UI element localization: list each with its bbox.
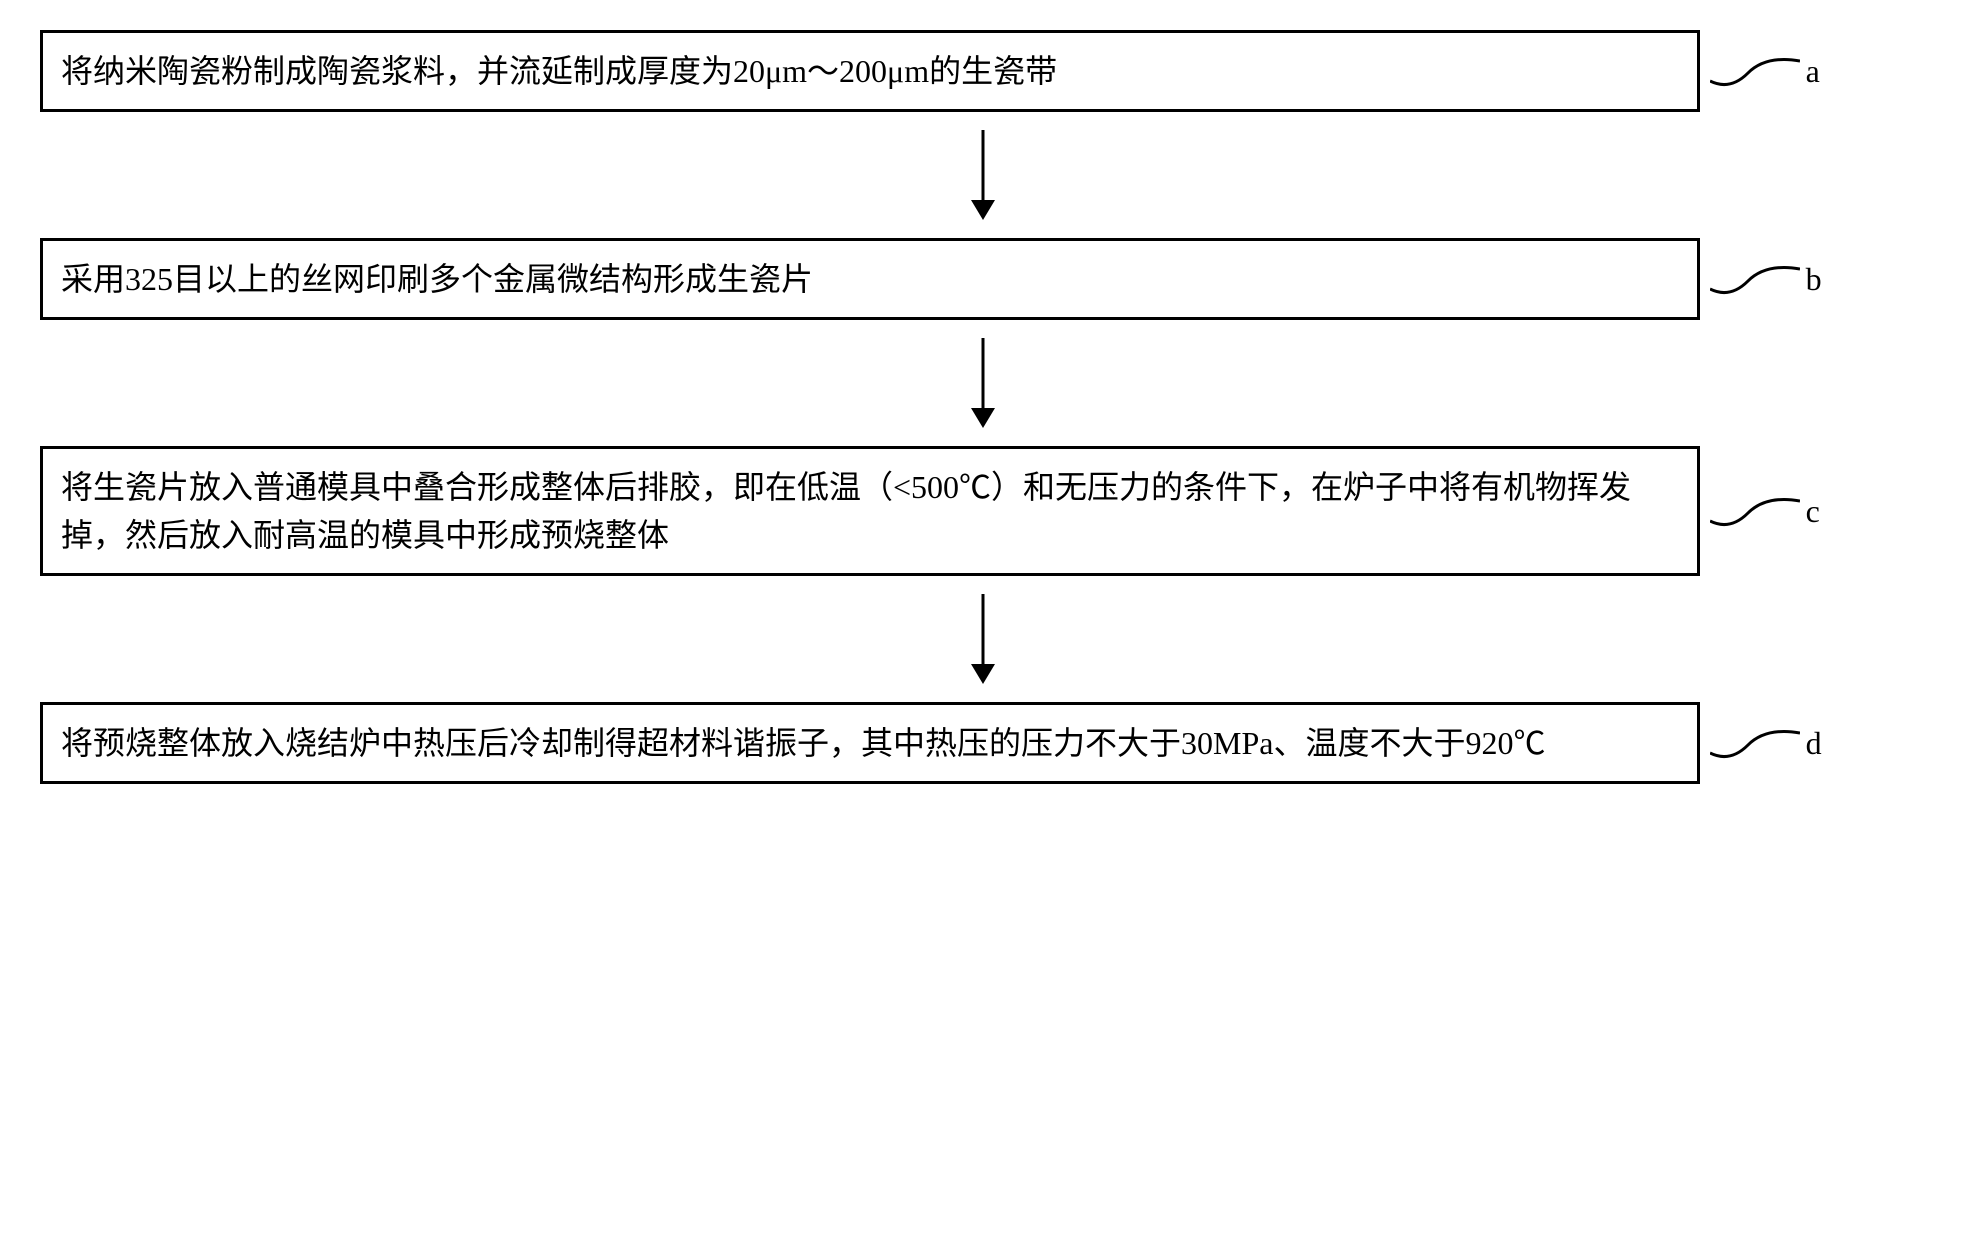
step-box-b: 采用325目以上的丝网印刷多个金属微结构形成生瓷片 — [40, 238, 1700, 320]
flow-row: 将纳米陶瓷粉制成陶瓷浆料，并流延制成厚度为20μm～200μm的生瓷带 a — [40, 30, 1926, 112]
step-label: b — [1800, 261, 1822, 298]
label-wrap: a — [1700, 51, 1926, 91]
step-text: 采用325目以上的丝网印刷多个金属微结构形成生瓷片 — [61, 261, 813, 297]
step-label: a — [1800, 53, 1820, 90]
down-arrow-icon — [963, 594, 1003, 684]
step-box-a: 将纳米陶瓷粉制成陶瓷浆料，并流延制成厚度为20μm～200μm的生瓷带 — [40, 30, 1700, 112]
squiggle-connector — [1710, 723, 1800, 763]
step-text: 将生瓷片放入普通模具中叠合形成整体后排胶，即在低温（<500℃）和无压力的条件下… — [61, 469, 1631, 553]
flow-row: 将预烧整体放入烧结炉中热压后冷却制得超材料谐振子，其中热压的压力不大于30MPa… — [40, 702, 1926, 784]
step-box-d: 将预烧整体放入烧结炉中热压后冷却制得超材料谐振子，其中热压的压力不大于30MPa… — [40, 702, 1700, 784]
step-label: d — [1800, 725, 1822, 762]
down-arrow-icon — [963, 130, 1003, 220]
label-wrap: c — [1700, 491, 1926, 531]
flowchart-container: 将纳米陶瓷粉制成陶瓷浆料，并流延制成厚度为20μm～200μm的生瓷带 a 采用… — [40, 30, 1926, 784]
flow-row: 将生瓷片放入普通模具中叠合形成整体后排胶，即在低温（<500℃）和无压力的条件下… — [40, 446, 1926, 576]
label-wrap: b — [1700, 259, 1926, 299]
down-arrow-icon — [963, 338, 1003, 428]
squiggle-connector — [1710, 51, 1800, 91]
step-text: 将纳米陶瓷粉制成陶瓷浆料，并流延制成厚度为20μm～200μm的生瓷带 — [61, 53, 1057, 89]
step-text: 将预烧整体放入烧结炉中热压后冷却制得超材料谐振子，其中热压的压力不大于30MPa… — [61, 725, 1545, 761]
squiggle-connector — [1710, 259, 1800, 299]
step-label: c — [1800, 493, 1820, 530]
arrow-wrap — [153, 320, 1813, 446]
arrow-wrap — [153, 112, 1813, 238]
arrow-wrap — [153, 576, 1813, 702]
label-wrap: d — [1700, 723, 1926, 763]
step-box-c: 将生瓷片放入普通模具中叠合形成整体后排胶，即在低温（<500℃）和无压力的条件下… — [40, 446, 1700, 576]
squiggle-connector — [1710, 491, 1800, 531]
flow-row: 采用325目以上的丝网印刷多个金属微结构形成生瓷片 b — [40, 238, 1926, 320]
